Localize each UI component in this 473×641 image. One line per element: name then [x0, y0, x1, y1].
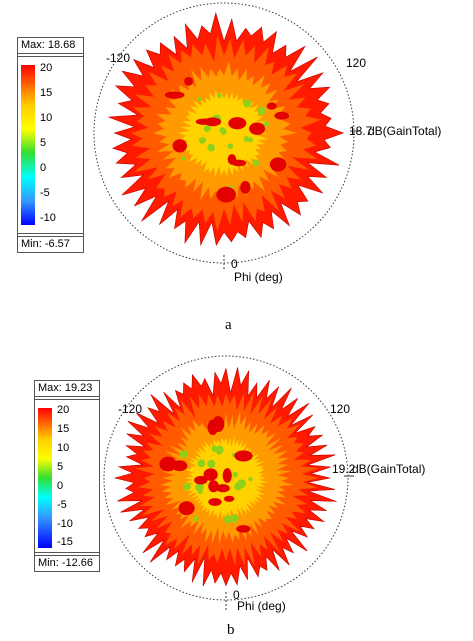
pattern-high-gain-lobe	[266, 102, 277, 110]
quantity-label-a: dB(GainTotal)	[368, 124, 442, 138]
legend-tick: 0	[57, 480, 64, 492]
pattern-high-gain-lobe	[274, 111, 290, 120]
legend-max-a: Max: 18.68	[18, 38, 83, 54]
figure-caption-b: b	[227, 622, 235, 638]
legend-tick: -5	[57, 499, 67, 511]
polar-boundary-circle	[103, 355, 349, 601]
color-scale-a: 20 15 10 5 0 -5 -10	[18, 56, 83, 234]
pattern-low-gain-spot	[199, 137, 206, 144]
axis-label-b: Phi (deg)	[237, 599, 286, 613]
pattern-high-gain-lobe	[269, 157, 287, 172]
pattern-high-gain-lobe	[227, 154, 237, 165]
legend-min-b: Min: -12.66	[35, 555, 99, 571]
legend-tick: 5	[40, 137, 47, 149]
radiation-pattern-a	[93, 2, 360, 270]
scale-value-b: 19.2	[332, 462, 356, 476]
pattern-panel-a: Max: 18.68 20 15 10	[17, 2, 442, 333]
legend-tick: 10	[40, 112, 53, 124]
pattern-low-gain-spot	[216, 448, 223, 455]
legend-tick: 20	[57, 404, 70, 416]
pattern-high-gain-lobe	[164, 91, 185, 99]
pattern-high-gain-lobe	[222, 468, 232, 483]
pattern-low-gain-spot	[181, 156, 186, 161]
pattern-low-gain-spot	[248, 477, 253, 482]
pattern-low-gain-spot	[197, 459, 206, 468]
pattern-high-gain-lobe	[178, 501, 195, 516]
angle-label-right-b: 120	[330, 402, 351, 416]
pattern-low-gain-spot	[197, 96, 202, 102]
legend-min-a: Min: -6.57	[18, 236, 83, 252]
color-legend-b: Max: 19.23 20 15 10	[34, 380, 100, 572]
pattern-low-gain-spot	[248, 137, 254, 143]
legend-tick: -10	[40, 212, 56, 224]
legend-tick: -5	[40, 187, 50, 199]
legend-max-b: Max: 19.23	[35, 381, 99, 397]
pattern-high-gain-lobe	[216, 484, 230, 493]
pattern-high-gain-lobe	[203, 468, 218, 481]
pattern-high-gain-lobe	[228, 117, 247, 130]
pattern-high-gain-lobe	[236, 525, 251, 533]
color-legend-a: Max: 18.68 20 15 10	[17, 37, 84, 253]
legend-tick: 0	[40, 162, 47, 174]
legend-tick: 20	[40, 62, 53, 74]
axis-label-a: Phi (deg)	[234, 270, 283, 284]
pattern-high-gain-lobe	[234, 450, 253, 462]
pattern-low-gain-spot	[207, 143, 216, 152]
legend-tick: -15	[57, 536, 73, 548]
pattern-low-gain-spot	[197, 489, 203, 495]
pattern-low-gain-spot	[263, 121, 270, 128]
color-bar-a	[21, 65, 35, 225]
legend-tick: 15	[57, 423, 70, 435]
pattern-high-gain-lobe	[240, 181, 251, 194]
pattern-high-gain-lobe	[194, 475, 208, 485]
legend-tick: 5	[57, 461, 64, 473]
pattern-low-gain-spot	[183, 482, 191, 491]
angle-label-left-a: -120	[106, 51, 131, 65]
pattern-low-gain-spot	[232, 471, 239, 478]
pattern-low-gain-spot	[243, 99, 252, 108]
pattern-high-gain-lobe	[216, 186, 236, 203]
pattern-low-gain-spot	[227, 143, 234, 150]
pattern-low-gain-spot	[179, 450, 188, 459]
angle-label-right-a: 120	[346, 56, 367, 70]
color-bar-b	[38, 408, 52, 548]
pattern-low-gain-spot	[252, 159, 260, 167]
pattern-high-gain-lobe	[159, 456, 177, 472]
pattern-high-gain-lobe	[212, 416, 225, 433]
pattern-low-gain-spot	[234, 482, 242, 491]
pattern-high-gain-lobe	[208, 480, 219, 493]
pattern-low-gain-spot	[243, 136, 250, 142]
pattern-low-gain-spot	[220, 129, 227, 135]
pattern-low-gain-spot	[195, 482, 204, 492]
pattern-low-gain-spot	[207, 459, 216, 468]
pattern-low-gain-spot	[230, 514, 239, 523]
pattern-high-gain-lobe	[172, 139, 187, 153]
angle-label-bottom-a: 0	[231, 257, 238, 271]
scale-value-a: 18.7	[349, 124, 373, 138]
color-scale-b: 20 15 10 5 0 -5 -10 -15	[35, 399, 99, 553]
radiation-pattern-b	[103, 355, 354, 610]
angle-label-bottom-b: 0	[233, 588, 240, 602]
pattern-low-gain-spot	[203, 125, 211, 133]
angle-label-left-b: -120	[118, 402, 143, 416]
legend-tick: 10	[57, 442, 70, 454]
pattern-low-gain-spot	[211, 445, 218, 452]
pattern-low-gain-spot	[193, 516, 199, 522]
pattern-low-gain-spot	[257, 106, 267, 116]
legend-tick: 15	[40, 87, 53, 99]
figure-caption-a: a	[225, 317, 232, 333]
quantity-label-b: dB(GainTotal)	[352, 462, 426, 476]
pattern-high-gain-lobe	[223, 495, 235, 502]
pattern-high-gain-lobe	[204, 117, 222, 127]
pattern-high-gain-lobe	[184, 76, 194, 86]
pattern-high-gain-lobe	[208, 498, 222, 506]
pattern-low-gain-spot	[224, 515, 233, 524]
legend-tick: -10	[57, 518, 73, 530]
pattern-high-gain-lobe	[249, 122, 266, 135]
pattern-low-gain-spot	[216, 93, 222, 99]
